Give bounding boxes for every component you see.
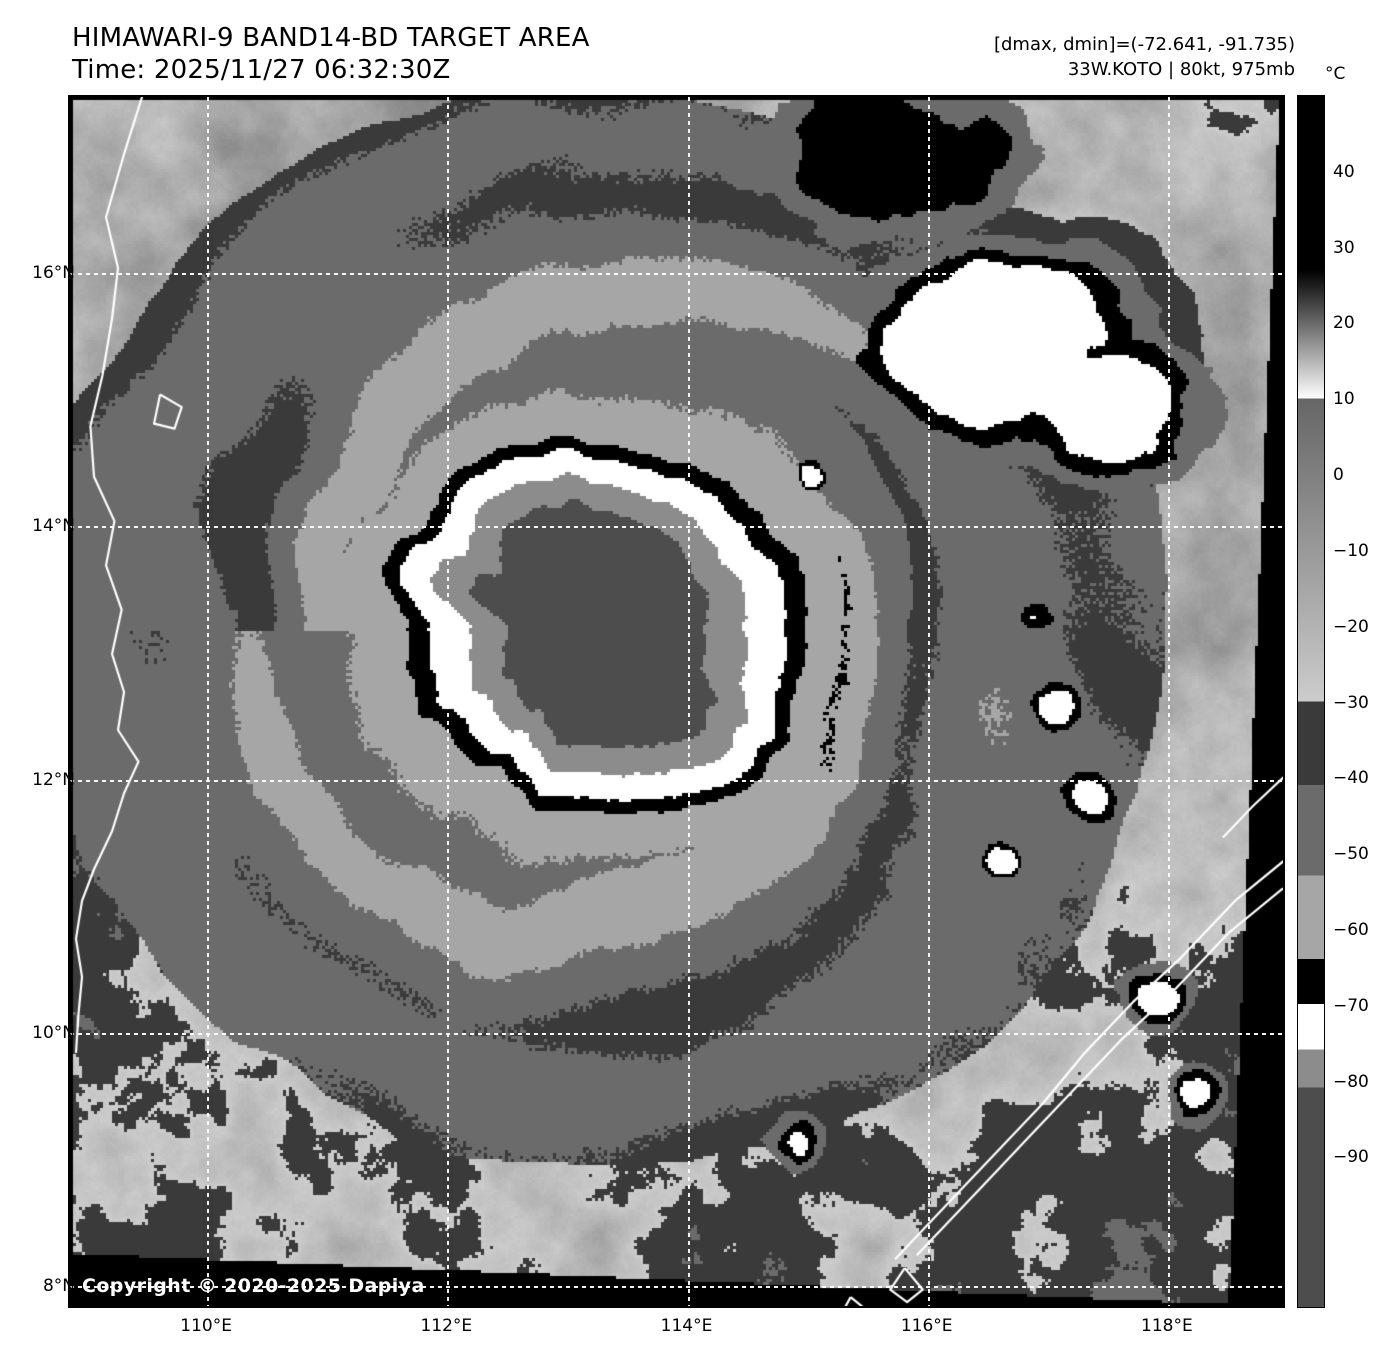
colorbar-gradient	[1298, 96, 1324, 1307]
gridline-lat	[70, 526, 1283, 529]
observation-time: Time: 2025/11/27 06:32:30Z	[72, 55, 451, 85]
satellite-plot-area	[68, 95, 1285, 1308]
colorbar-tick-label: −50	[1333, 844, 1369, 865]
lon-tick-label: 118°E	[1141, 1316, 1193, 1336]
gridline-lon	[927, 97, 930, 1306]
colorbar-tick-label: −10	[1333, 540, 1369, 561]
gridline-lat	[70, 779, 1283, 782]
colorbar-tick-label: −30	[1333, 692, 1369, 713]
colorbar-tick-label: 40	[1333, 161, 1355, 182]
gridline-lon	[687, 97, 690, 1306]
gridline-lon	[207, 97, 210, 1306]
colorbar-tick-label: −90	[1333, 1147, 1369, 1168]
gridline-lat	[70, 1286, 1283, 1288]
storm-info: 33W.KOTO | 80kt, 975mb	[1067, 59, 1295, 80]
infrared-imagery	[70, 97, 1283, 1306]
colorbar-tick-label: −40	[1333, 768, 1369, 789]
copyright-notice: Copyright © 2020-2025 Dapiya	[82, 1275, 425, 1297]
gridline-lon	[1167, 97, 1170, 1306]
colorbar-unit-label: °C	[1325, 64, 1346, 84]
lon-tick-label: 110°E	[180, 1316, 232, 1336]
page-title: HIMAWARI-9 BAND14-BD TARGET AREA	[72, 23, 590, 53]
colorbar-tick-label: 20	[1333, 313, 1355, 334]
lat-tick-label: 16°N	[32, 263, 75, 284]
lon-tick-label: 116°E	[900, 1316, 953, 1336]
gridline-lat	[70, 273, 1283, 276]
header-left: HIMAWARI-9 BAND14-BD TARGET AREA Time: 2…	[72, 22, 590, 86]
lat-lon-gridlines	[70, 97, 1283, 1306]
gridline-lat	[70, 1032, 1283, 1035]
colorbar-tick-label: 0	[1333, 465, 1344, 486]
lat-tick-label: 12°N	[32, 769, 75, 790]
colorbar-tick-label: 30	[1333, 237, 1355, 258]
lat-tick-label: 14°N	[32, 516, 75, 537]
temperature-colorbar	[1297, 95, 1325, 1308]
colorbar-tick-label: −80	[1333, 1071, 1369, 1092]
colorbar-tick-label: −60	[1333, 919, 1369, 940]
header-right: [dmax, dmin]=(-72.641, -91.735) 33W.KOTO…	[994, 32, 1295, 82]
lat-tick-label: 10°N	[32, 1022, 75, 1043]
lon-tick-label: 112°E	[420, 1316, 473, 1336]
colorbar-tick-label: 10	[1333, 389, 1355, 410]
lat-tick-label: 8°N	[42, 1276, 75, 1296]
gridline-lon	[447, 97, 450, 1306]
lon-tick-label: 114°E	[660, 1316, 713, 1336]
colorbar-tick-label: −20	[1333, 616, 1369, 637]
colorbar-tick-label: −70	[1333, 995, 1369, 1016]
dmax-dmin-readout: [dmax, dmin]=(-72.641, -91.735)	[993, 34, 1295, 55]
